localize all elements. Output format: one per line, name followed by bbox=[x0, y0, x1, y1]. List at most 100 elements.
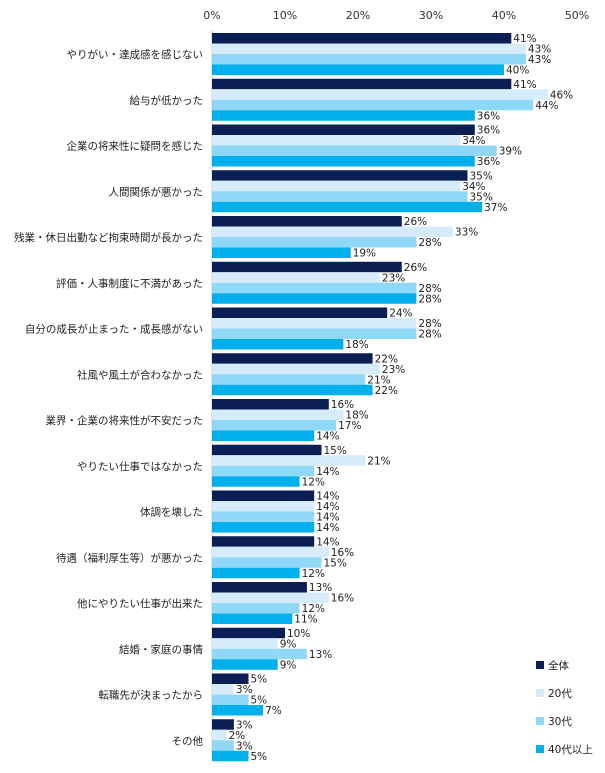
category-label: 結婚・家庭の事情 bbox=[119, 643, 203, 656]
x-tick-label: 30% bbox=[419, 9, 443, 22]
data-label: 34% bbox=[462, 135, 485, 147]
data-label: 15% bbox=[324, 445, 347, 457]
legend-label: 全体 bbox=[548, 659, 569, 672]
bar bbox=[212, 557, 322, 568]
category-group: やりたい仕事ではなかった 15% 21% 14%12% bbox=[77, 444, 391, 488]
bar bbox=[212, 110, 475, 121]
data-label: 41% bbox=[513, 33, 536, 45]
category-label: 体調を壊した bbox=[140, 506, 203, 519]
category-group: 業界・企業の将来性が不安だった 16%18%17%14% bbox=[46, 399, 369, 443]
data-label: 3% bbox=[236, 740, 253, 752]
category-group: 他にやりたい仕事が出来た 13%16% 12%11% bbox=[77, 582, 354, 626]
bar bbox=[212, 384, 373, 396]
data-label: 9% bbox=[280, 638, 297, 650]
data-label: 36% bbox=[477, 156, 500, 168]
legend-item: 20代 bbox=[536, 688, 572, 700]
data-label: 14% bbox=[316, 466, 339, 478]
bar bbox=[212, 613, 293, 624]
legend-swatch bbox=[536, 717, 544, 725]
data-label: 13% bbox=[309, 582, 332, 594]
data-label: 2% bbox=[229, 730, 246, 742]
bar bbox=[212, 318, 417, 329]
bar bbox=[212, 719, 234, 730]
data-label: 26% bbox=[404, 216, 427, 228]
data-label: 19% bbox=[353, 248, 376, 260]
category-group: 残業・休日出勤など拘束時間が長かった 26% 33% 28% 19% bbox=[14, 216, 478, 260]
legend-swatch bbox=[536, 661, 544, 669]
legend-label: 20代 bbox=[548, 688, 572, 700]
x-tick-label: 10% bbox=[273, 9, 297, 22]
category-group: 評価・人事制度に不満があった 26%23% 28%28% bbox=[56, 261, 442, 305]
bar bbox=[212, 673, 249, 684]
data-label: 22% bbox=[375, 385, 398, 397]
data-label: 22% bbox=[375, 353, 398, 365]
data-label: 14% bbox=[316, 536, 339, 548]
bar bbox=[212, 729, 227, 741]
bar bbox=[212, 216, 402, 227]
x-tick-label: 50% bbox=[565, 9, 589, 22]
bar bbox=[212, 272, 380, 283]
legend-label: 30代 bbox=[548, 716, 572, 728]
bar bbox=[212, 33, 512, 44]
legend: 全体 20代 30代 40代以上 bbox=[536, 659, 593, 756]
bar bbox=[212, 363, 380, 375]
bar bbox=[212, 282, 417, 294]
data-label: 12% bbox=[302, 476, 325, 488]
category-label: やりがい・達成感を感じない bbox=[67, 48, 204, 61]
x-tick-label: 40% bbox=[492, 9, 516, 22]
bar bbox=[212, 567, 300, 579]
bar bbox=[212, 750, 249, 762]
bar bbox=[212, 156, 475, 167]
bar bbox=[212, 546, 329, 558]
category-label: 業界・企業の将来性が不安だった bbox=[46, 414, 204, 427]
bar bbox=[212, 78, 512, 90]
data-label: 9% bbox=[280, 659, 297, 671]
category-label: 自分の成長が止まった・成長感がない bbox=[25, 323, 203, 336]
data-label: 14% bbox=[316, 431, 339, 443]
legend-label: 40代以上 bbox=[548, 744, 593, 756]
bar bbox=[212, 603, 300, 614]
data-label: 18% bbox=[345, 339, 368, 351]
category-label: 企業の将来性に疑問を感じた bbox=[67, 140, 204, 153]
category-label: 待遇（福利厚生等）が悪かった bbox=[56, 551, 203, 564]
bar bbox=[212, 339, 344, 350]
category-group: 待遇（福利厚生等）が悪かった 14%16%15%12% bbox=[56, 536, 354, 580]
bar bbox=[212, 99, 534, 111]
bar bbox=[212, 511, 315, 522]
data-label: 5% bbox=[251, 674, 268, 686]
data-label: 37% bbox=[484, 202, 507, 214]
bar bbox=[212, 627, 285, 639]
data-label: 43% bbox=[528, 54, 551, 66]
data-label: 36% bbox=[477, 125, 500, 137]
data-label: 44% bbox=[535, 100, 558, 112]
data-label: 16% bbox=[331, 547, 354, 559]
data-label: 24% bbox=[389, 308, 412, 320]
category-group: 給与が低かった 41% 46%44% 36% bbox=[130, 78, 573, 122]
data-label: 23% bbox=[382, 364, 405, 376]
category-label: 残業・休日出勤など拘束時間が長かった bbox=[14, 231, 203, 244]
bar bbox=[212, 420, 337, 431]
data-label: 3% bbox=[236, 684, 253, 696]
data-label: 28% bbox=[418, 318, 441, 330]
bar bbox=[212, 124, 475, 135]
bar bbox=[212, 659, 278, 670]
data-label: 16% bbox=[331, 593, 354, 605]
data-label: 23% bbox=[382, 272, 405, 284]
bar bbox=[212, 293, 417, 304]
category-label: その他 bbox=[172, 734, 204, 747]
bar bbox=[212, 307, 388, 318]
bar bbox=[212, 353, 373, 364]
bar bbox=[212, 145, 497, 156]
bar bbox=[212, 201, 483, 213]
bar bbox=[212, 684, 234, 695]
bar bbox=[212, 455, 366, 466]
bar bbox=[212, 592, 329, 603]
bar bbox=[212, 444, 322, 456]
